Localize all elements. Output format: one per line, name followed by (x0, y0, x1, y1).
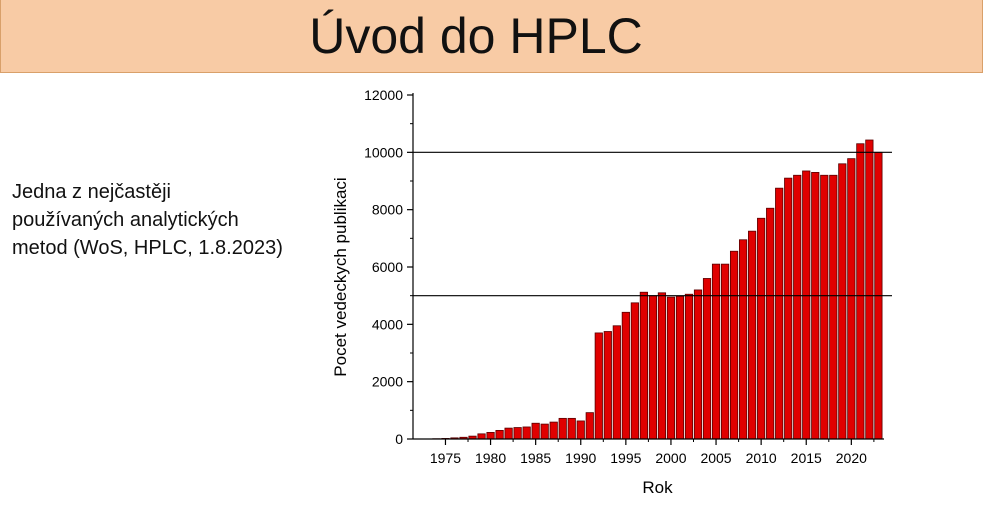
x-tick-label: 2010 (746, 450, 777, 466)
bar (477, 433, 486, 440)
x-tick-label: 1975 (430, 450, 461, 466)
bar (540, 423, 549, 440)
x-tick-label: 1980 (475, 450, 506, 466)
bar (576, 420, 585, 440)
bar (793, 174, 802, 440)
bar (585, 412, 594, 440)
bar (657, 292, 667, 440)
bar (729, 250, 739, 440)
bar (594, 332, 603, 440)
bar (621, 311, 630, 440)
y-tick-label: 10000 (364, 144, 403, 160)
x-tick-label: 2000 (655, 450, 686, 466)
bar (847, 158, 856, 440)
bar (486, 432, 495, 440)
bar (639, 291, 648, 440)
bar (775, 187, 784, 440)
bar (630, 302, 639, 440)
bar (567, 417, 576, 440)
bar (711, 263, 721, 440)
bar (739, 239, 748, 440)
bar (784, 177, 793, 440)
y-tick-label: 0 (395, 431, 403, 447)
bar (757, 217, 766, 440)
bar (522, 426, 531, 440)
bar (720, 263, 730, 440)
y-tick-label: 6000 (372, 259, 403, 275)
bar (558, 417, 567, 440)
side-text: Jedna z nejčastěji používaných analytick… (12, 181, 283, 259)
bar (504, 427, 513, 440)
x-axis-title: Rok (642, 478, 673, 497)
y-tick-label: 8000 (372, 202, 403, 218)
x-tick-label: 1990 (565, 450, 596, 466)
bar (856, 143, 865, 440)
x-tick-label: 2020 (836, 450, 867, 466)
bar (549, 421, 558, 440)
bar (648, 295, 658, 440)
bar (603, 331, 612, 440)
bar (495, 429, 504, 440)
x-tick-label: 2005 (700, 450, 731, 466)
y-axis-title: Pocet vedeckych publikaci (331, 177, 350, 376)
slide-title: Úvod do HPLC (309, 8, 643, 64)
bar (811, 172, 820, 440)
bar (702, 278, 712, 440)
title-bar: Úvod do HPLC (0, 0, 983, 73)
bar (838, 163, 847, 440)
bar (865, 139, 874, 440)
bar (513, 427, 522, 440)
y-tick-label: 4000 (372, 316, 403, 332)
bar (675, 295, 685, 440)
bar (829, 174, 838, 440)
bar (766, 207, 775, 440)
publications-bar-chart: 0 2000 4000 6000 8000 10000 12000 1975 1980 1985 1… (331, 87, 892, 497)
bar (531, 422, 540, 440)
y-tick-label: 2000 (372, 374, 403, 390)
bar (612, 325, 621, 440)
bar (666, 296, 676, 440)
bar (693, 289, 703, 440)
x-tick-label: 1995 (610, 450, 641, 466)
x-tick-label: 1985 (520, 450, 551, 466)
bar (820, 174, 829, 440)
bar (802, 170, 811, 440)
x-tick-label: 2015 (791, 450, 822, 466)
bar (748, 230, 757, 440)
y-tick-label: 12000 (364, 87, 403, 103)
bar (684, 293, 694, 440)
